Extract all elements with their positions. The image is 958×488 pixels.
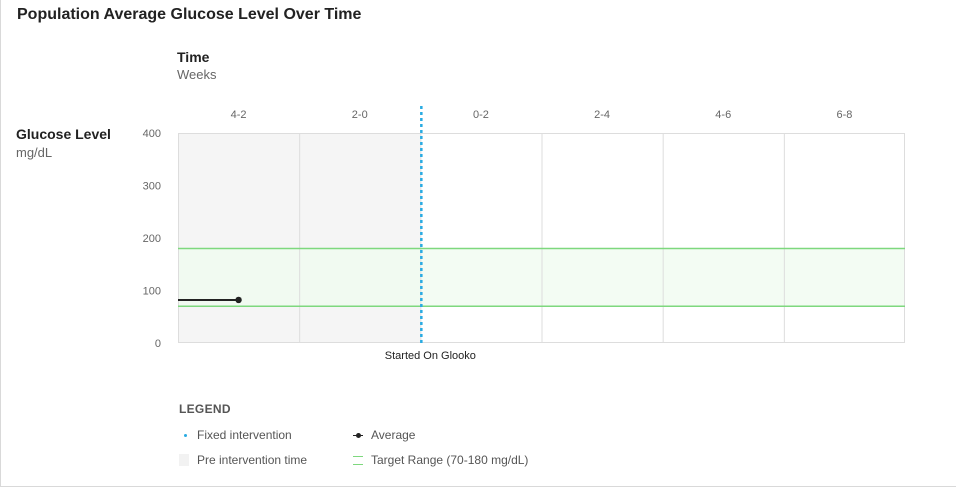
x-tick-label: 2-0 — [352, 109, 368, 121]
x-axis-title: Time — [177, 49, 210, 65]
y-tick-label: 300 — [143, 181, 161, 193]
legend-label-target-range: Target Range (70-180 mg/dL) — [371, 453, 529, 467]
x-tick-label: 4-2 — [231, 109, 247, 121]
target-range-swatch-icon — [353, 455, 363, 465]
legend-item-fixed-intervention: Fixed intervention — [180, 428, 292, 442]
legend-title: LEGEND — [179, 402, 231, 416]
y-axis-title: Glucose Level — [16, 126, 111, 142]
x-tick-label: 2-4 — [594, 109, 610, 121]
intervention-dot-icon — [184, 433, 187, 437]
legend-item-target-range: Target Range (70-180 mg/dL) — [353, 453, 528, 467]
average-line-icon — [353, 432, 363, 438]
y-tick-label: 0 — [155, 338, 161, 350]
x-tick-label: 6-8 — [836, 109, 852, 121]
legend-label-pre-intervention: Pre intervention time — [197, 453, 308, 467]
y-tick-label: 200 — [143, 233, 161, 245]
x-axis-unit: Weeks — [177, 67, 217, 82]
average-point — [235, 296, 242, 304]
y-axis-unit: mg/dL — [16, 145, 53, 160]
pre-intervention-swatch-icon — [179, 454, 189, 466]
legend-item-pre-intervention: Pre intervention time — [179, 453, 307, 467]
y-tick-label: 100 — [143, 286, 161, 298]
x-tick-label: 0-2 — [473, 109, 489, 121]
glucose-chart: 4-2 2-0 0-2 2-4 4-6 6-8 0 100 200 300 400 Started O… — [143, 106, 905, 362]
chart-title: Population Average Glucose Level Over Ti… — [17, 6, 362, 23]
plot-border — [178, 133, 905, 343]
x-tick-label: 4-6 — [715, 109, 731, 121]
intervention-label: Started On Glooko — [385, 350, 476, 362]
legend-item-average: Average — [353, 428, 415, 442]
y-tick-label: 400 — [143, 128, 161, 140]
legend-label-average: Average — [371, 428, 416, 442]
legend-label-fixed-intervention: Fixed intervention — [197, 428, 292, 442]
